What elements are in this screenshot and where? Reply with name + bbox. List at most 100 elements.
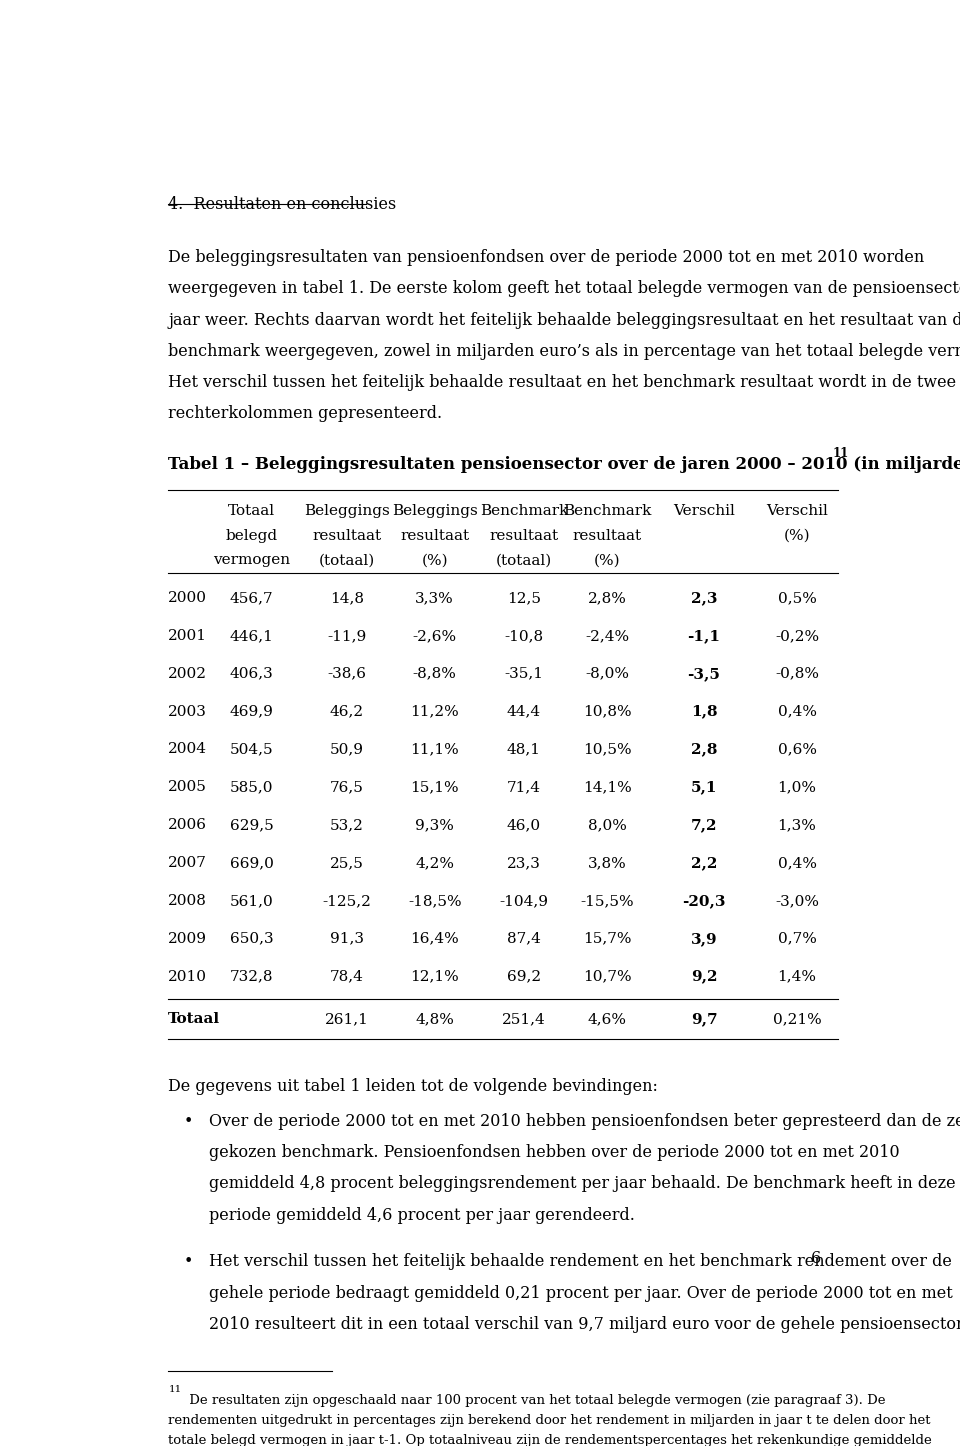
Text: resultaat: resultaat <box>312 529 381 542</box>
Text: 87,4: 87,4 <box>507 931 540 946</box>
Text: -0,2%: -0,2% <box>775 629 819 643</box>
Text: 406,3: 406,3 <box>229 667 274 681</box>
Text: •: • <box>183 1113 193 1131</box>
Text: jaar weer. Rechts daarvan wordt het feitelijk behaalde beleggingsresultaat en he: jaar weer. Rechts daarvan wordt het feit… <box>168 311 960 328</box>
Text: -20,3: -20,3 <box>683 894 726 908</box>
Text: resultaat: resultaat <box>490 529 559 542</box>
Text: belegd: belegd <box>226 529 277 542</box>
Text: Benchmark: Benchmark <box>480 505 568 518</box>
Text: •: • <box>183 1254 193 1271</box>
Text: 44,4: 44,4 <box>507 704 541 719</box>
Text: 2,3: 2,3 <box>691 591 717 604</box>
Text: 0,4%: 0,4% <box>778 704 817 719</box>
Text: (%): (%) <box>783 529 810 542</box>
Text: Benchmark: Benchmark <box>564 505 652 518</box>
Text: -15,5%: -15,5% <box>581 894 635 908</box>
Text: De gegevens uit tabel 1 leiden tot de volgende bevindingen:: De gegevens uit tabel 1 leiden tot de vo… <box>168 1077 659 1095</box>
Text: 11: 11 <box>832 447 849 460</box>
Text: 12,5: 12,5 <box>507 591 541 604</box>
Text: -8,8%: -8,8% <box>413 667 457 681</box>
Text: 1,3%: 1,3% <box>778 818 816 833</box>
Text: weergegeven in tabel 1. De eerste kolom geeft het totaal belegde vermogen van de: weergegeven in tabel 1. De eerste kolom … <box>168 281 960 298</box>
Text: 23,3: 23,3 <box>507 856 540 870</box>
Text: 2010: 2010 <box>168 970 207 983</box>
Text: (%): (%) <box>594 554 620 567</box>
Text: 2009: 2009 <box>168 931 207 946</box>
Text: -3,0%: -3,0% <box>775 894 819 908</box>
Text: De beleggingsresultaten van pensioenfondsen over de periode 2000 tot en met 2010: De beleggingsresultaten van pensioenfond… <box>168 249 924 266</box>
Text: 4.  Resultaten en conclusies: 4. Resultaten en conclusies <box>168 195 396 213</box>
Text: -104,9: -104,9 <box>499 894 548 908</box>
Text: Verschil: Verschil <box>673 505 735 518</box>
Text: 2,8: 2,8 <box>691 742 717 756</box>
Text: 732,8: 732,8 <box>230 970 274 983</box>
Text: 7,2: 7,2 <box>691 818 717 833</box>
Text: totale belegd vermogen in jaar t-1. Op totaalniveau zijn de rendementspercentage: totale belegd vermogen in jaar t-1. Op t… <box>168 1434 932 1446</box>
Text: Tabel 1 – Beleggingsresultaten pensioensector over de jaren 2000 – 2010 (in milj: Tabel 1 – Beleggingsresultaten pensioens… <box>168 457 960 473</box>
Text: Totaal: Totaal <box>168 1012 221 1025</box>
Text: Over de periode 2000 tot en met 2010 hebben pensioenfondsen beter gepresteerd da: Over de periode 2000 tot en met 2010 heb… <box>209 1113 960 1131</box>
Text: Verschil: Verschil <box>766 505 828 518</box>
Text: gemiddeld 4,8 procent beleggingsrendement per jaar behaald. De benchmark heeft i: gemiddeld 4,8 procent beleggingsrendemen… <box>209 1176 956 1193</box>
Text: 469,9: 469,9 <box>229 704 274 719</box>
Text: -10,8: -10,8 <box>504 629 543 643</box>
Text: 76,5: 76,5 <box>330 781 364 794</box>
Text: 2007: 2007 <box>168 856 207 870</box>
Text: 585,0: 585,0 <box>230 781 274 794</box>
Text: rendementen uitgedrukt in percentages zijn berekend door het rendement in miljar: rendementen uitgedrukt in percentages zi… <box>168 1414 931 1427</box>
Text: 15,7%: 15,7% <box>583 931 632 946</box>
Text: 2008: 2008 <box>168 894 207 908</box>
Text: 2,2: 2,2 <box>691 856 717 870</box>
Text: 1,4%: 1,4% <box>778 970 817 983</box>
Text: 561,0: 561,0 <box>229 894 274 908</box>
Text: 46,2: 46,2 <box>330 704 364 719</box>
Text: 3,3%: 3,3% <box>416 591 454 604</box>
Text: 3,9: 3,9 <box>691 931 717 946</box>
Text: 4,2%: 4,2% <box>416 856 454 870</box>
Text: 456,7: 456,7 <box>229 591 274 604</box>
Text: 16,4%: 16,4% <box>410 931 459 946</box>
Text: rechterkolommen gepresenteerd.: rechterkolommen gepresenteerd. <box>168 405 443 422</box>
Text: Beleggings: Beleggings <box>304 505 390 518</box>
Text: 2010 resulteert dit in een totaal verschil van 9,7 miljard euro voor de gehele p: 2010 resulteert dit in een totaal versch… <box>209 1316 960 1333</box>
Text: 0,5%: 0,5% <box>778 591 816 604</box>
Text: benchmark weergegeven, zowel in miljarden euro’s als in percentage van het totaa: benchmark weergegeven, zowel in miljarde… <box>168 343 960 360</box>
Text: 446,1: 446,1 <box>229 629 274 643</box>
Text: -38,6: -38,6 <box>327 667 367 681</box>
Text: 2003: 2003 <box>168 704 207 719</box>
Text: 0,21%: 0,21% <box>773 1012 822 1025</box>
Text: 14,1%: 14,1% <box>583 781 632 794</box>
Text: 2000: 2000 <box>168 591 207 604</box>
Text: gekozen benchmark. Pensioenfondsen hebben over de periode 2000 tot en met 2010: gekozen benchmark. Pensioenfondsen hebbe… <box>209 1144 900 1161</box>
Text: -3,5: -3,5 <box>687 667 720 681</box>
Text: 46,0: 46,0 <box>507 818 541 833</box>
Text: 71,4: 71,4 <box>507 781 541 794</box>
Text: 11,2%: 11,2% <box>410 704 459 719</box>
Text: 9,7: 9,7 <box>691 1012 717 1025</box>
Text: -2,6%: -2,6% <box>413 629 457 643</box>
Text: -35,1: -35,1 <box>505 667 543 681</box>
Text: resultaat: resultaat <box>400 529 469 542</box>
Text: (totaal): (totaal) <box>496 554 552 567</box>
Text: 25,5: 25,5 <box>330 856 364 870</box>
Text: -11,9: -11,9 <box>327 629 367 643</box>
Text: 2005: 2005 <box>168 781 207 794</box>
Text: 15,1%: 15,1% <box>410 781 459 794</box>
Text: 0,4%: 0,4% <box>778 856 817 870</box>
Text: 251,4: 251,4 <box>502 1012 546 1025</box>
Text: 11,1%: 11,1% <box>410 742 459 756</box>
Text: 14,8: 14,8 <box>330 591 364 604</box>
Text: 2002: 2002 <box>168 667 207 681</box>
Text: -8,0%: -8,0% <box>586 667 630 681</box>
Text: 10,7%: 10,7% <box>583 970 632 983</box>
Text: 91,3: 91,3 <box>330 931 364 946</box>
Text: 69,2: 69,2 <box>507 970 541 983</box>
Text: 5,1: 5,1 <box>691 781 717 794</box>
Text: 78,4: 78,4 <box>330 970 364 983</box>
Text: 0,7%: 0,7% <box>778 931 816 946</box>
Text: De resultaten zijn opgeschaald naar 100 procent van het totaal belegde vermogen : De resultaten zijn opgeschaald naar 100 … <box>184 1394 885 1407</box>
Text: 504,5: 504,5 <box>229 742 274 756</box>
Text: 4,8%: 4,8% <box>416 1012 454 1025</box>
Text: periode gemiddeld 4,6 procent per jaar gerendeerd.: periode gemiddeld 4,6 procent per jaar g… <box>209 1206 636 1223</box>
Text: gehele periode bedraagt gemiddeld 0,21 procent per jaar. Over de periode 2000 to: gehele periode bedraagt gemiddeld 0,21 p… <box>209 1284 953 1301</box>
